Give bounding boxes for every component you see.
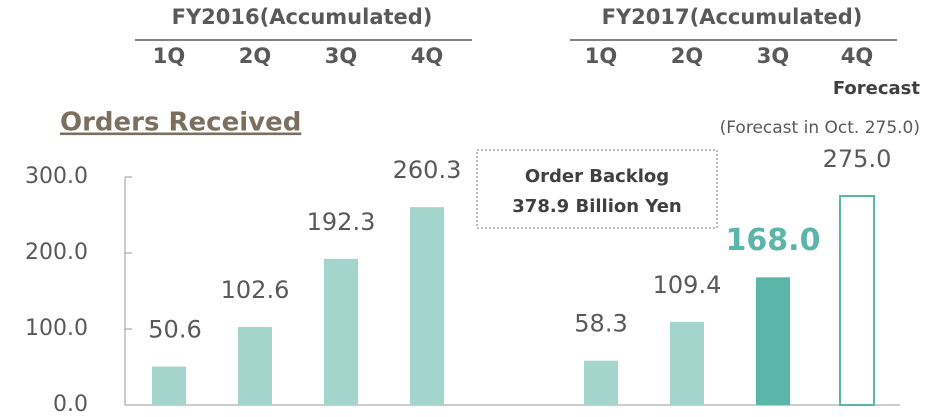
value-label: 58.3 [574,310,627,338]
bar [839,195,875,406]
category-label: 3Q [325,44,357,68]
group-label: FY2016(Accumulated) [172,5,433,29]
value-label: 260.3 [393,156,462,184]
bar [756,277,790,405]
bar [670,321,704,405]
backlog-box [476,149,718,229]
y-tick-label: 200.0 [25,240,88,265]
bar [324,258,358,405]
annotation: 378.9 Billion Yen [512,196,681,217]
annotation: (Forecast in Oct. 275.0) [720,118,920,138]
value-label: 275.0 [823,145,892,173]
category-label: 3Q [757,44,789,68]
y-tick-label: 100.0 [25,316,88,341]
bar [152,366,186,405]
bar [584,360,618,405]
value-label: 109.4 [653,271,722,299]
bar [410,207,444,405]
annotation: Order Backlog [525,166,669,187]
forecast-label: Forecast [833,78,921,99]
category-label: 2Q [671,44,703,68]
group-label: FY2017(Accumulated) [602,5,863,29]
value-label: 168.0 [726,223,821,258]
bar [238,327,272,405]
value-label: 102.6 [221,276,290,304]
category-label: 1Q [153,44,185,68]
category-label: 4Q [841,44,873,68]
category-label: 2Q [239,44,271,68]
y-tick-label: 0.0 [53,392,88,417]
category-label: 1Q [585,44,617,68]
category-label: 4Q [411,44,443,68]
value-label: 50.6 [148,316,201,344]
value-label: 192.3 [307,208,376,236]
chart-title: Orders Received [60,108,301,138]
y-tick-label: 300.0 [25,164,88,189]
